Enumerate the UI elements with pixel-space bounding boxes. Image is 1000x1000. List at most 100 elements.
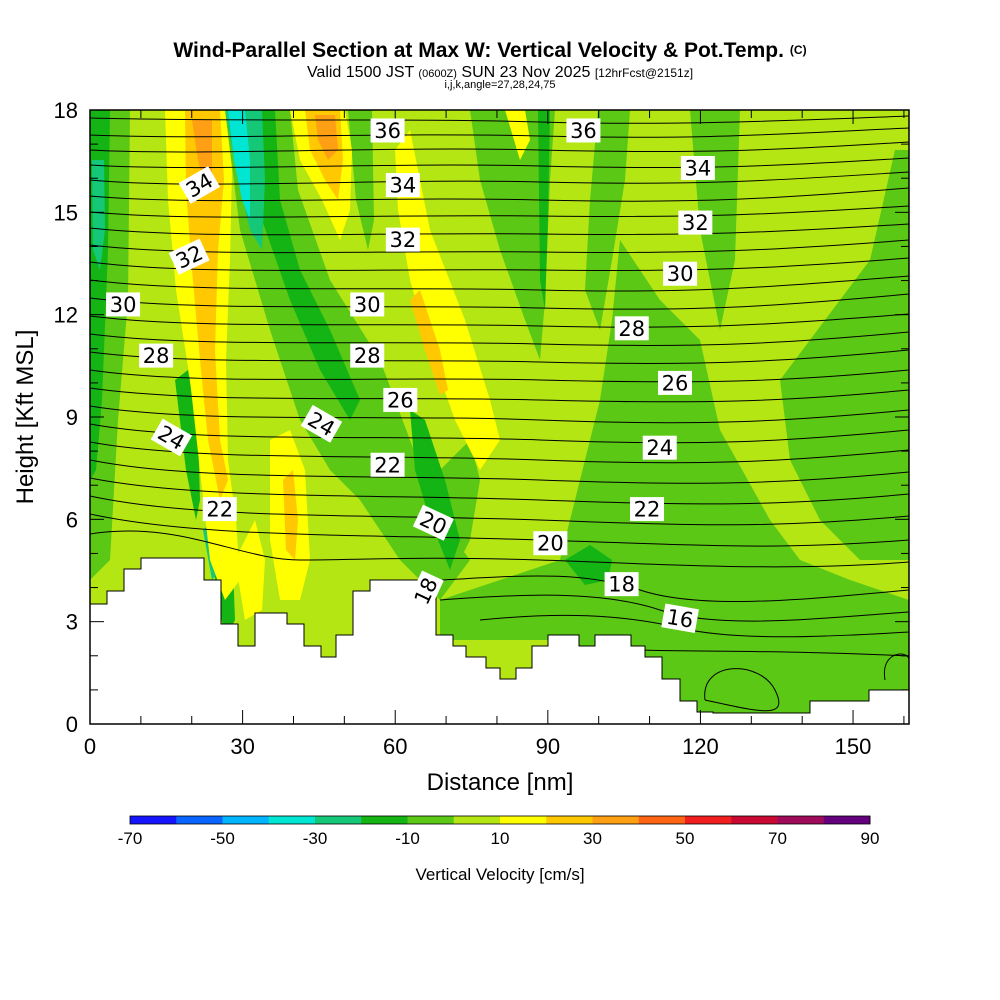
x-axis-title: Distance [nm] xyxy=(427,769,574,796)
y-axis-title: Height [Kft MSL] xyxy=(12,330,39,505)
contour-label-text: 20 xyxy=(537,532,564,556)
contour-label: 30 xyxy=(663,261,698,286)
contour-label: 34 xyxy=(680,155,715,180)
contour-label-box xyxy=(370,452,405,477)
x-tick-label: 0 xyxy=(84,734,96,759)
theta-contour xyxy=(90,257,909,271)
subtitle-utc: (0600Z) xyxy=(418,68,457,80)
chart-title-text: Wind-Parallel Section at Max W: Vertical… xyxy=(173,39,784,62)
colorbar-swatch xyxy=(222,816,270,824)
contour-label-text: 28 xyxy=(143,344,170,368)
colorbar-swatch xyxy=(176,816,223,824)
vertical-velocity-field xyxy=(90,110,909,724)
contour-label-text: 36 xyxy=(570,119,597,143)
field-band-teal xyxy=(92,160,105,270)
contour-label-text: 16 xyxy=(665,605,695,633)
theta-contour xyxy=(439,594,909,622)
contour-label-box xyxy=(139,343,174,368)
contour-label-box xyxy=(106,292,141,317)
contour-label-box xyxy=(658,370,692,395)
contour-label-text: 34 xyxy=(685,156,712,180)
y-tick-label: 12 xyxy=(54,303,78,328)
contour-label: 36 xyxy=(370,118,405,143)
colorbar-swatch xyxy=(546,816,593,824)
contour-label: 26 xyxy=(383,387,418,412)
colorbar-swatch xyxy=(130,816,177,824)
y-tick-label: 3 xyxy=(66,610,78,635)
contour-label-box xyxy=(642,435,677,460)
x-tick-label: 120 xyxy=(682,734,719,759)
subtitle-valid: Valid 1500 JST xyxy=(307,64,415,81)
theta-contour xyxy=(90,459,909,484)
contour-label: 22 xyxy=(630,497,665,522)
colorbar-swatch xyxy=(268,816,316,824)
subtitle-date: SUN 23 Nov 2025 xyxy=(461,64,590,81)
field-band-deeporange xyxy=(315,115,338,160)
colorbar-title: Vertical Velocity [cm/s] xyxy=(415,865,584,884)
contour-label: 36 xyxy=(566,118,601,143)
colorbar-tick-label: 50 xyxy=(676,829,695,848)
copyright-mark: (C) xyxy=(790,43,807,57)
contour-label-box xyxy=(661,603,699,634)
theta-contour xyxy=(90,331,909,346)
theta-contour xyxy=(90,293,909,310)
x-tick-label: 150 xyxy=(835,734,872,759)
contour-label: 24 xyxy=(642,435,677,460)
contour-label-text: 24 xyxy=(646,436,673,460)
colorbar-swatch xyxy=(453,816,501,824)
field-band-green xyxy=(348,110,374,250)
y-tick-label: 6 xyxy=(66,507,78,532)
chart-title: Wind-Parallel Section at Max W: Vertical… xyxy=(173,39,806,62)
contour-label: 16 xyxy=(661,603,699,634)
contour-label-box xyxy=(300,404,343,443)
colorbar-frame xyxy=(129,815,871,825)
field-band-orange xyxy=(283,470,298,560)
contour-label: 20 xyxy=(533,531,568,556)
field-band-yellow xyxy=(505,110,530,160)
colorbar-tick-label: -30 xyxy=(303,829,328,848)
potential-temperature-contours xyxy=(90,115,909,712)
contour-label-box xyxy=(614,316,649,341)
contour-label: 30 xyxy=(106,292,141,317)
theta-contour xyxy=(439,575,909,603)
colorbar-tick-label: 10 xyxy=(491,829,510,848)
contour-label-box xyxy=(407,570,444,612)
colorbar-swatch xyxy=(638,816,686,824)
contour-label-text: 28 xyxy=(618,317,645,341)
x-axis: 0 30 60 90 120 150 xyxy=(84,110,905,759)
contour-label: 32 xyxy=(385,227,420,252)
colorbar-tick-label: -50 xyxy=(210,829,235,848)
contour-label-box xyxy=(383,387,418,412)
colorbar-swatch xyxy=(500,816,547,824)
theta-contour xyxy=(90,477,909,505)
field-band-darkgreen xyxy=(538,110,550,310)
theta-contour xyxy=(90,127,909,138)
contour-label: 22 xyxy=(370,452,405,477)
contour-label-box xyxy=(604,572,639,597)
x-tick-label: 90 xyxy=(536,734,560,759)
contour-label: 34 xyxy=(385,173,420,198)
field-band-green xyxy=(470,110,555,360)
contour-label-text: 22 xyxy=(374,453,401,477)
colorbar-tick-label: 70 xyxy=(768,829,787,848)
theta-contour xyxy=(90,239,909,254)
contour-label-box xyxy=(150,418,193,457)
y-tick-label: 9 xyxy=(66,405,78,430)
contour-label-text: 32 xyxy=(389,228,416,252)
contour-label-box xyxy=(630,497,665,522)
theta-contour xyxy=(884,653,909,681)
contour-label-box xyxy=(350,343,385,368)
terrain-mask xyxy=(90,557,909,724)
theta-contour xyxy=(90,205,909,218)
field-band-yellow xyxy=(235,520,265,620)
contour-label-box xyxy=(663,261,698,286)
y-tick-label: 15 xyxy=(54,200,78,225)
y-tick-label: 0 xyxy=(66,712,78,737)
theta-contour xyxy=(90,369,909,383)
colorbar-swatch xyxy=(361,816,408,824)
theta-contour xyxy=(90,423,909,444)
subtitle-forecast: [12hrFcst@2151z] xyxy=(595,66,693,80)
